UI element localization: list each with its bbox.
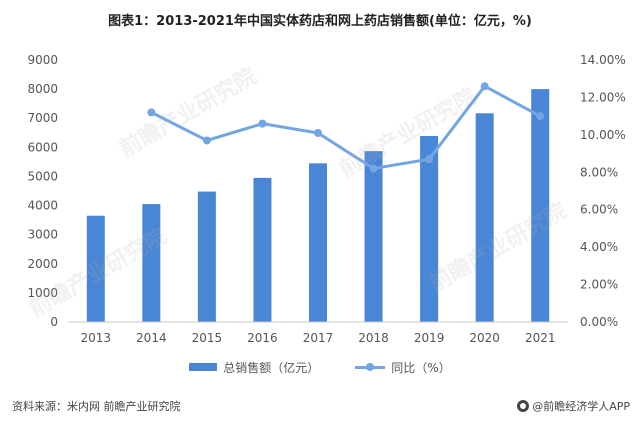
series-line-yoy	[150, 84, 541, 171]
chart-legend: 总销售额（亿元） 同比（%）	[0, 358, 640, 376]
y-left-tick-label: 0	[50, 315, 58, 329]
line-point	[480, 82, 489, 91]
bar	[531, 89, 550, 322]
y-left-tick-label: 2000	[27, 257, 58, 271]
y-left-tick-label: 9000	[27, 53, 58, 67]
line-point	[258, 119, 267, 128]
legend-label-sales: 总销售额（亿元）	[223, 360, 320, 375]
y-left-tick-label: 4000	[27, 199, 58, 213]
x-tick-label: 2013	[81, 331, 112, 345]
line-point	[536, 112, 545, 121]
y-left-tick-label: 7000	[27, 111, 58, 125]
x-tick-label: 2018	[358, 331, 389, 345]
legend-label-yoy: 同比（%）	[391, 360, 451, 375]
y-left-tick-label: 1000	[27, 286, 58, 300]
bar	[142, 204, 161, 322]
x-tick-label: 2021	[525, 331, 556, 345]
y-left-tick-label: 5000	[27, 169, 58, 183]
y-left-tick-label: 8000	[27, 82, 58, 96]
y-right-tick-label: 0.00%	[580, 315, 618, 329]
bar	[86, 215, 105, 322]
y-right-tick-label: 12.00%	[580, 90, 626, 104]
y-right-tick-label: 2.00%	[580, 278, 618, 292]
x-tick-label: 2020	[469, 331, 500, 345]
bar	[253, 177, 272, 322]
legend-swatch-bar	[189, 363, 218, 371]
y-left-tick-label: 3000	[27, 228, 58, 242]
x-tick-label: 2017	[303, 331, 334, 345]
y-right-tick-label: 6.00%	[580, 203, 618, 217]
brand-logo-icon	[517, 400, 530, 412]
y-right-tick-label: 14.00%	[580, 53, 626, 67]
y-right-tick-label: 10.00%	[580, 128, 626, 142]
y-right-tick-label: 4.00%	[580, 240, 618, 254]
x-tick-label: 2019	[414, 331, 445, 345]
line-point	[147, 108, 156, 117]
bar	[420, 135, 439, 322]
line-point	[314, 128, 322, 137]
y-right-tick-label: 8.00%	[580, 165, 618, 179]
bar	[309, 163, 327, 322]
bar	[197, 191, 216, 322]
bar	[364, 151, 383, 322]
legend-swatch-line	[355, 362, 386, 372]
line-point	[202, 136, 211, 145]
brand-credit: @前瞻经济学人APP	[517, 398, 630, 414]
x-tick-label: 2014	[136, 331, 167, 345]
legend-item-sales: 总销售额（亿元）	[189, 359, 319, 376]
x-tick-label: 2015	[192, 331, 223, 345]
chart-title: 图表1：2013-2021年中国实体药店和网上药店销售额(单位：亿元，%)	[108, 14, 532, 29]
line-point	[425, 155, 434, 164]
brand-text: @前瞻经济学人APP	[532, 400, 630, 413]
source-note: 资料来源：米内网 前瞻产业研究院	[12, 400, 181, 413]
y-left-tick-label: 6000	[27, 140, 58, 154]
line-point	[369, 164, 378, 173]
bar	[475, 113, 494, 322]
legend-item-yoy: 同比（%）	[355, 359, 451, 376]
x-tick-label: 2016	[247, 331, 278, 345]
